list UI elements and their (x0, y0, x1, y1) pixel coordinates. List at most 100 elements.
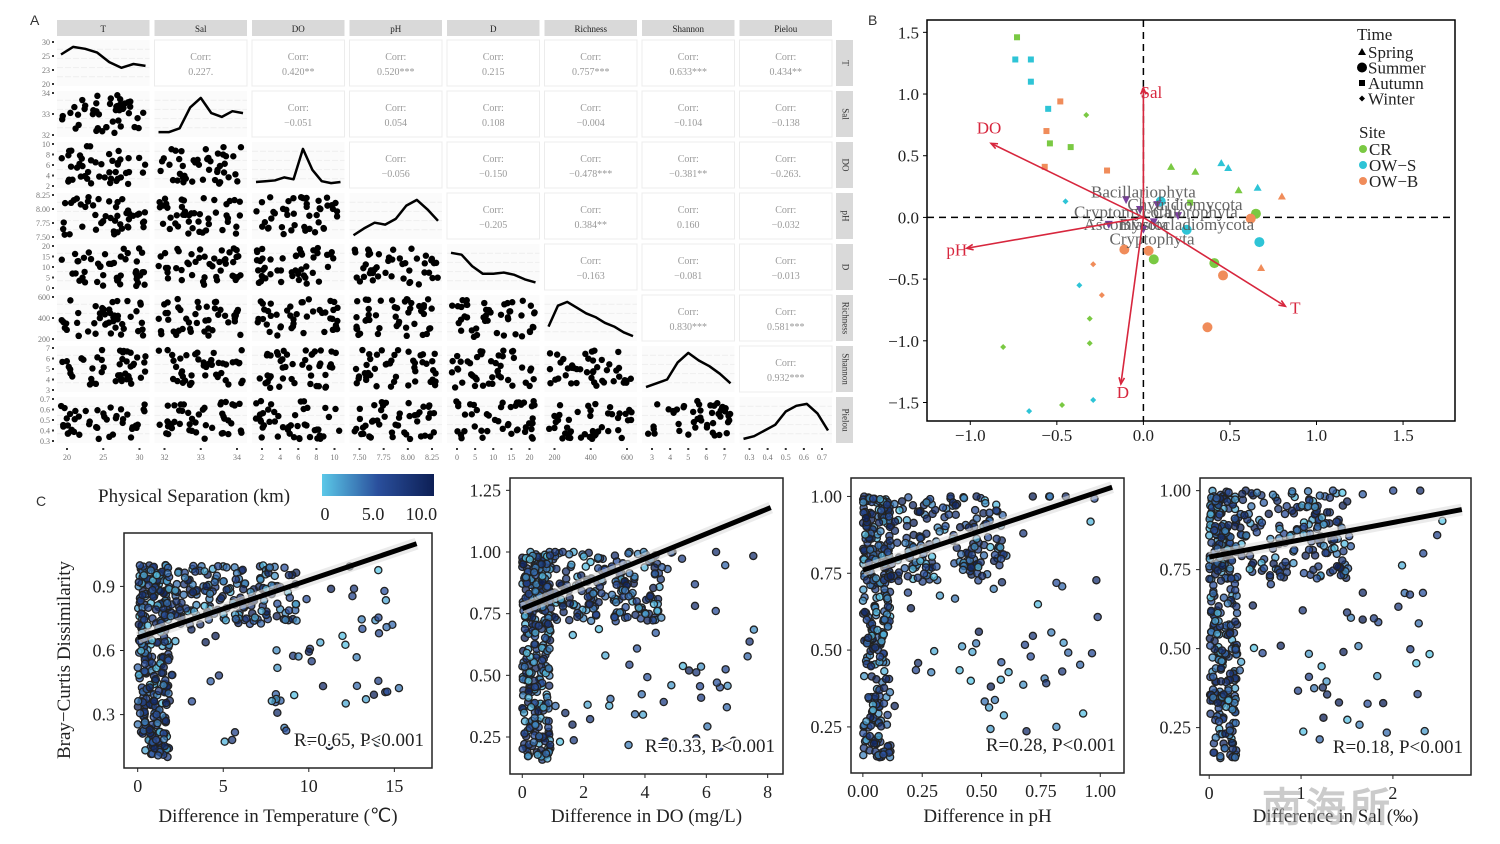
scatter-point (265, 224, 272, 232)
scatter-point (228, 420, 235, 427)
scatter-point (202, 146, 209, 153)
data-point (916, 533, 925, 543)
scatter-point (225, 174, 232, 181)
strip-top-Richness (544, 20, 637, 36)
scatter-point (404, 296, 411, 303)
scatter-point (449, 357, 456, 365)
data-point (1240, 510, 1249, 520)
data-point (544, 716, 553, 726)
data-point (1211, 733, 1221, 742)
corr-value: −0.104 (674, 118, 702, 129)
data-point (304, 647, 314, 657)
scatter-point (351, 246, 359, 253)
scatter-point (67, 366, 74, 373)
data-point (625, 660, 634, 669)
scatter-point (274, 332, 281, 339)
scatter-point (72, 407, 79, 415)
data-point (1033, 600, 1043, 609)
corr-cell (446, 90, 540, 138)
scatter-point (331, 298, 338, 306)
scatter-point (126, 376, 133, 383)
data-point (951, 510, 961, 519)
scatter-point (113, 177, 120, 185)
data-point (187, 697, 197, 706)
scatter-point (116, 281, 124, 288)
scatter-point (315, 197, 322, 204)
scatter-point (413, 255, 421, 262)
scatter-point (177, 401, 184, 408)
x-tick-label: 0.25 (906, 781, 938, 801)
data-point (153, 751, 163, 760)
scatter-point (200, 359, 207, 366)
corr-cell (641, 294, 735, 342)
scatter-point (114, 316, 121, 323)
data-point (137, 609, 146, 618)
scatter-point (67, 109, 74, 117)
scatter-point (94, 92, 101, 100)
corr-cell (641, 39, 735, 87)
scatter-point (453, 352, 461, 360)
scatter-point (417, 352, 424, 359)
scatter-point (106, 179, 114, 187)
scatter-point (264, 307, 272, 315)
scatter-point (234, 178, 241, 185)
data-point (171, 586, 180, 595)
data-point (677, 554, 687, 563)
data-point (273, 708, 282, 717)
data-point (950, 594, 960, 603)
corr-label: Corr: (190, 52, 211, 63)
scatter-point (117, 253, 125, 260)
x-tick-label: 6 (702, 782, 711, 802)
data-point (610, 613, 619, 622)
scatter-point (302, 347, 309, 354)
y-tick-label: 0.9 (93, 576, 116, 596)
scatter-point (402, 324, 410, 331)
scatter-point (606, 361, 613, 368)
scatter-point (117, 174, 125, 181)
scatter-point (429, 357, 436, 365)
corr-cell (739, 192, 833, 240)
data-point (221, 616, 231, 625)
scatter-point (172, 363, 180, 371)
data-point (696, 693, 706, 702)
data-point (900, 563, 910, 573)
scatter-point (176, 420, 184, 428)
scatter-point (434, 274, 441, 281)
scatter-point (303, 313, 311, 320)
scatter-point (531, 309, 538, 316)
scatter-point (236, 212, 244, 219)
scatter-point (140, 109, 147, 116)
data-point (606, 694, 615, 704)
strip-right-label: pH (840, 211, 850, 223)
strip-right-DO (836, 142, 853, 188)
corr-cell (544, 243, 638, 291)
scatter-point (125, 216, 133, 223)
data-point (1358, 615, 1367, 624)
x-tick-label: 4 (640, 782, 649, 802)
data-point (1405, 590, 1415, 599)
scatter-point (373, 264, 380, 271)
data-point (1420, 726, 1429, 736)
data-point (1388, 486, 1398, 495)
data-point (1321, 548, 1330, 558)
scatter-point (393, 322, 400, 330)
data-point (996, 554, 1006, 564)
data-point (938, 503, 948, 512)
scatter-point (160, 202, 168, 209)
scatter-point (234, 306, 242, 314)
scatter-point (424, 296, 432, 303)
scatter-point (113, 412, 120, 420)
data-point (1235, 666, 1245, 675)
scatter-point (277, 323, 285, 330)
data-point (886, 571, 895, 581)
data-point (873, 625, 882, 635)
scatter-point (107, 95, 114, 102)
data-point (349, 584, 359, 594)
scatter-point (256, 375, 263, 382)
data-point (1289, 558, 1298, 568)
scatter-point (303, 263, 310, 270)
scatter-point (133, 308, 140, 315)
scatter-point (432, 259, 440, 267)
scatter-point (422, 252, 430, 259)
scatter-point (178, 203, 186, 211)
